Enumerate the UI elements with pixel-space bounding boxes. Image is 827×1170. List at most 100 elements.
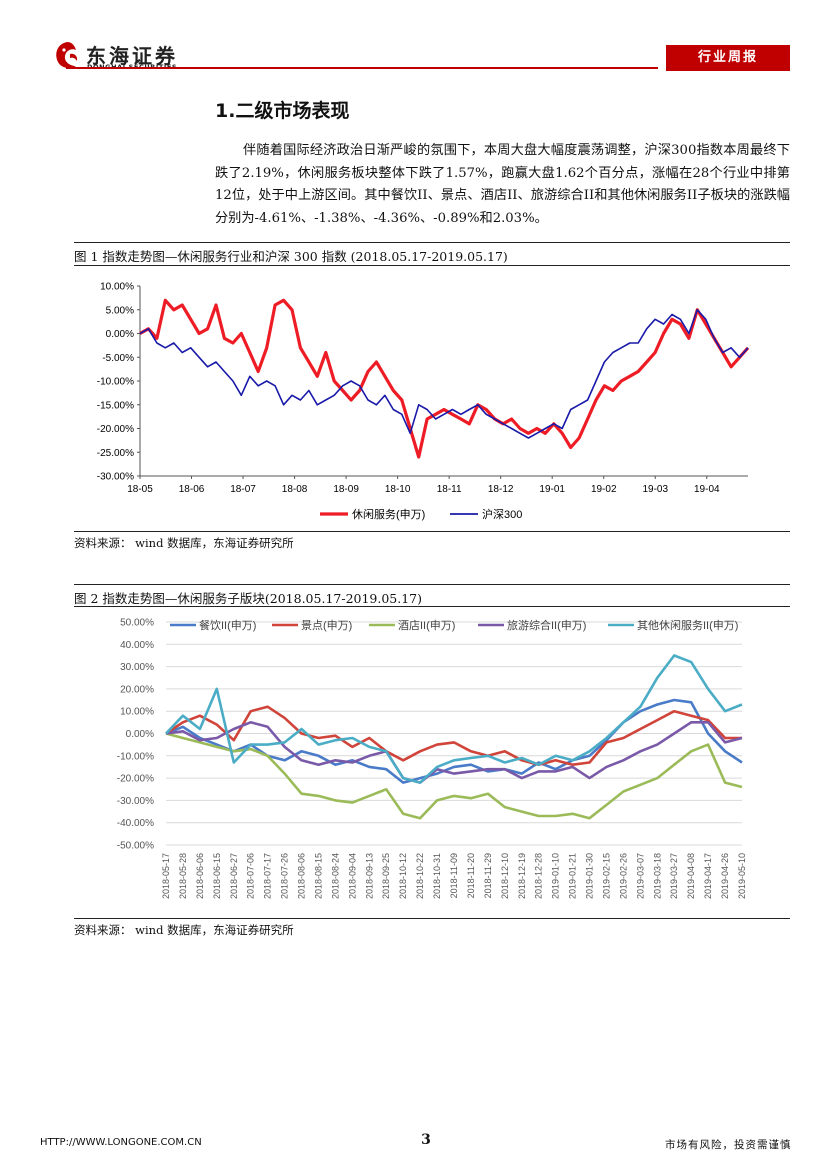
y-tick-label: -10.00% <box>97 377 134 388</box>
x-tick-label: 2019-01-30 <box>585 853 595 899</box>
x-tick-label: 18-10 <box>385 484 411 495</box>
x-tick-label: 18-08 <box>282 484 308 495</box>
figure2-caption-rule <box>74 606 790 607</box>
x-tick-label: 2019-04-26 <box>720 853 730 899</box>
figure1-caption-rule <box>74 265 790 266</box>
series-line-2 <box>165 732 743 820</box>
y-tick-label: -40.00% <box>117 818 154 829</box>
x-tick-label: 2018-08-24 <box>330 853 340 899</box>
x-tick-label: 2018-09-04 <box>347 853 357 899</box>
y-tick-label: 50.00% <box>120 618 154 629</box>
x-tick-label: 2018-05-17 <box>161 853 171 899</box>
x-tick-label: 2019-02-15 <box>601 853 611 899</box>
x-tick-label: 2018-08-15 <box>313 853 323 899</box>
series-line-4 <box>165 654 743 784</box>
x-tick-label: 2019-01-21 <box>568 853 578 899</box>
x-tick-label: 2018-09-13 <box>364 853 374 899</box>
y-tick-label: -50.00% <box>117 841 154 852</box>
footer-disclaimer: 市场有风险，投资需谨慎 <box>665 1139 792 1151</box>
y-tick-label: -15.00% <box>97 400 134 411</box>
x-tick-label: 2018-11-20 <box>466 853 476 898</box>
x-tick-label: 2018-12-19 <box>517 853 527 899</box>
y-tick-label: -30.00% <box>97 472 134 483</box>
x-tick-label: 2018-12-10 <box>500 853 510 899</box>
figure2-top-rule <box>74 584 790 585</box>
x-tick-label: 19-01 <box>539 484 565 495</box>
y-tick-label: -10.00% <box>117 751 154 762</box>
series-line-3 <box>165 721 743 784</box>
x-tick-label: 18-12 <box>488 484 514 495</box>
x-tick-label: 2018-07-06 <box>246 853 256 899</box>
legend-label: 餐饮II(申万) <box>199 618 256 632</box>
x-tick-label: 2019-03-18 <box>652 853 662 899</box>
x-tick-label: 2019-02-26 <box>618 853 628 899</box>
figure2-bottom-rule <box>74 918 790 919</box>
x-tick-label: 2018-11-29 <box>483 853 493 898</box>
x-tick-label: 2019-01-10 <box>551 853 561 899</box>
section-paragraph: 伴随着国际经济政治日渐严峻的氛围下，本周大盘大幅度震荡调整，沪深300指数本周最… <box>215 143 790 226</box>
series-line-csi300 <box>139 308 749 439</box>
legend-label: 旅游综合II(申万) <box>507 618 586 632</box>
x-tick-label: 2018-06-15 <box>212 853 222 899</box>
y-tick-label: -5.00% <box>102 353 134 364</box>
y-tick-label: -20.00% <box>97 424 134 435</box>
figure2-caption: 图 2 指数走势图—休闲服务子版块(2018.05.17-2019.05.17) <box>74 591 423 606</box>
y-tick-label: -25.00% <box>97 448 134 459</box>
section-title: 1.二级市场表现 <box>215 100 350 122</box>
x-tick-label: 18-09 <box>333 484 359 495</box>
y-tick-label: 5.00% <box>106 305 134 316</box>
x-tick-label: 2018-11-09 <box>449 853 459 898</box>
figure2-chart: 50.00% 40.00% 30.00% 20.00% 10.00% 0.00% -10.0… <box>117 618 747 900</box>
dragon-logo-icon <box>56 42 78 69</box>
logo-chinese: 东海证券 <box>86 44 178 68</box>
legend-label: 酒店II(申万) <box>398 618 455 632</box>
y-tick-label: 40.00% <box>120 640 154 651</box>
y-tick-label: 30.00% <box>120 662 154 673</box>
x-tick-label: 19-02 <box>591 484 617 495</box>
x-tick-label: 2019-04-08 <box>686 853 696 899</box>
x-tick-label: 18-07 <box>230 484 256 495</box>
x-tick-label: 19-04 <box>694 484 720 495</box>
y-tick-label: 0.00% <box>126 729 154 740</box>
x-tick-label: 18-11 <box>437 484 462 495</box>
x-tick-label: 2018-07-26 <box>280 853 290 899</box>
series-line-1 <box>165 705 742 766</box>
x-tick-label: 2018-10-22 <box>415 853 425 899</box>
header-rule <box>66 67 658 69</box>
y-tick-label: -20.00% <box>117 774 154 785</box>
series-line-leisure-services <box>139 298 750 459</box>
x-tick-label: 2018-07-17 <box>263 853 273 899</box>
figure2-source: 资料来源： wind 数据库，东海证券研究所 <box>74 923 294 937</box>
legend-label: 沪深300 <box>482 507 522 521</box>
legend-label: 景点(申万) <box>301 619 352 632</box>
figure1-source: 资料来源： wind 数据库，东海证券研究所 <box>74 536 294 550</box>
x-tick-label: 2018-05-28 <box>178 853 188 899</box>
legend-label: 休闲服务(申万) <box>352 507 425 521</box>
figure1-caption: 图 1 指数走势图—休闲服务行业和沪深 300 指数 (2018.05.17-2… <box>74 249 508 264</box>
y-tick-label: 0.00% <box>106 329 134 340</box>
figure1-top-rule <box>74 242 790 243</box>
x-tick-label: 2019-03-07 <box>635 853 645 899</box>
x-tick-label: 2018-06-06 <box>195 853 205 899</box>
x-tick-label: 2019-04-17 <box>703 853 713 899</box>
legend-label: 其他休闲服务II(申万) <box>637 618 738 632</box>
y-tick-label: -30.00% <box>117 796 154 807</box>
x-tick-label: 2019-05-10 <box>737 853 747 899</box>
figure1-bottom-rule <box>74 531 790 532</box>
x-tick-label: 2018-10-31 <box>432 853 442 899</box>
footer-url[interactable]: HTTP://WWW.LONGONE.COM.CN <box>40 1137 202 1148</box>
y-tick-label: 10.00% <box>120 707 154 718</box>
x-tick-label: 2018-08-06 <box>297 853 307 899</box>
x-tick-label: 2018-12-28 <box>534 853 544 899</box>
x-tick-label: 2018-06-27 <box>229 853 239 899</box>
page-number: 3 <box>421 1132 431 1148</box>
x-tick-label: 19-03 <box>642 484 668 495</box>
x-tick-label: 2018-09-25 <box>381 853 391 899</box>
series-line-0 <box>165 698 743 784</box>
report-type-badge: 行业周报 <box>666 45 790 71</box>
y-tick-label: 10.00% <box>100 282 134 293</box>
figure1-chart: 10.00% 5.00% 0.00% -5.00% -10.00% -15.00% -20.… <box>97 282 750 521</box>
x-tick-label: 2019-03-27 <box>669 853 679 899</box>
y-tick-label: 20.00% <box>120 684 154 695</box>
x-tick-label: 18-06 <box>179 484 205 495</box>
